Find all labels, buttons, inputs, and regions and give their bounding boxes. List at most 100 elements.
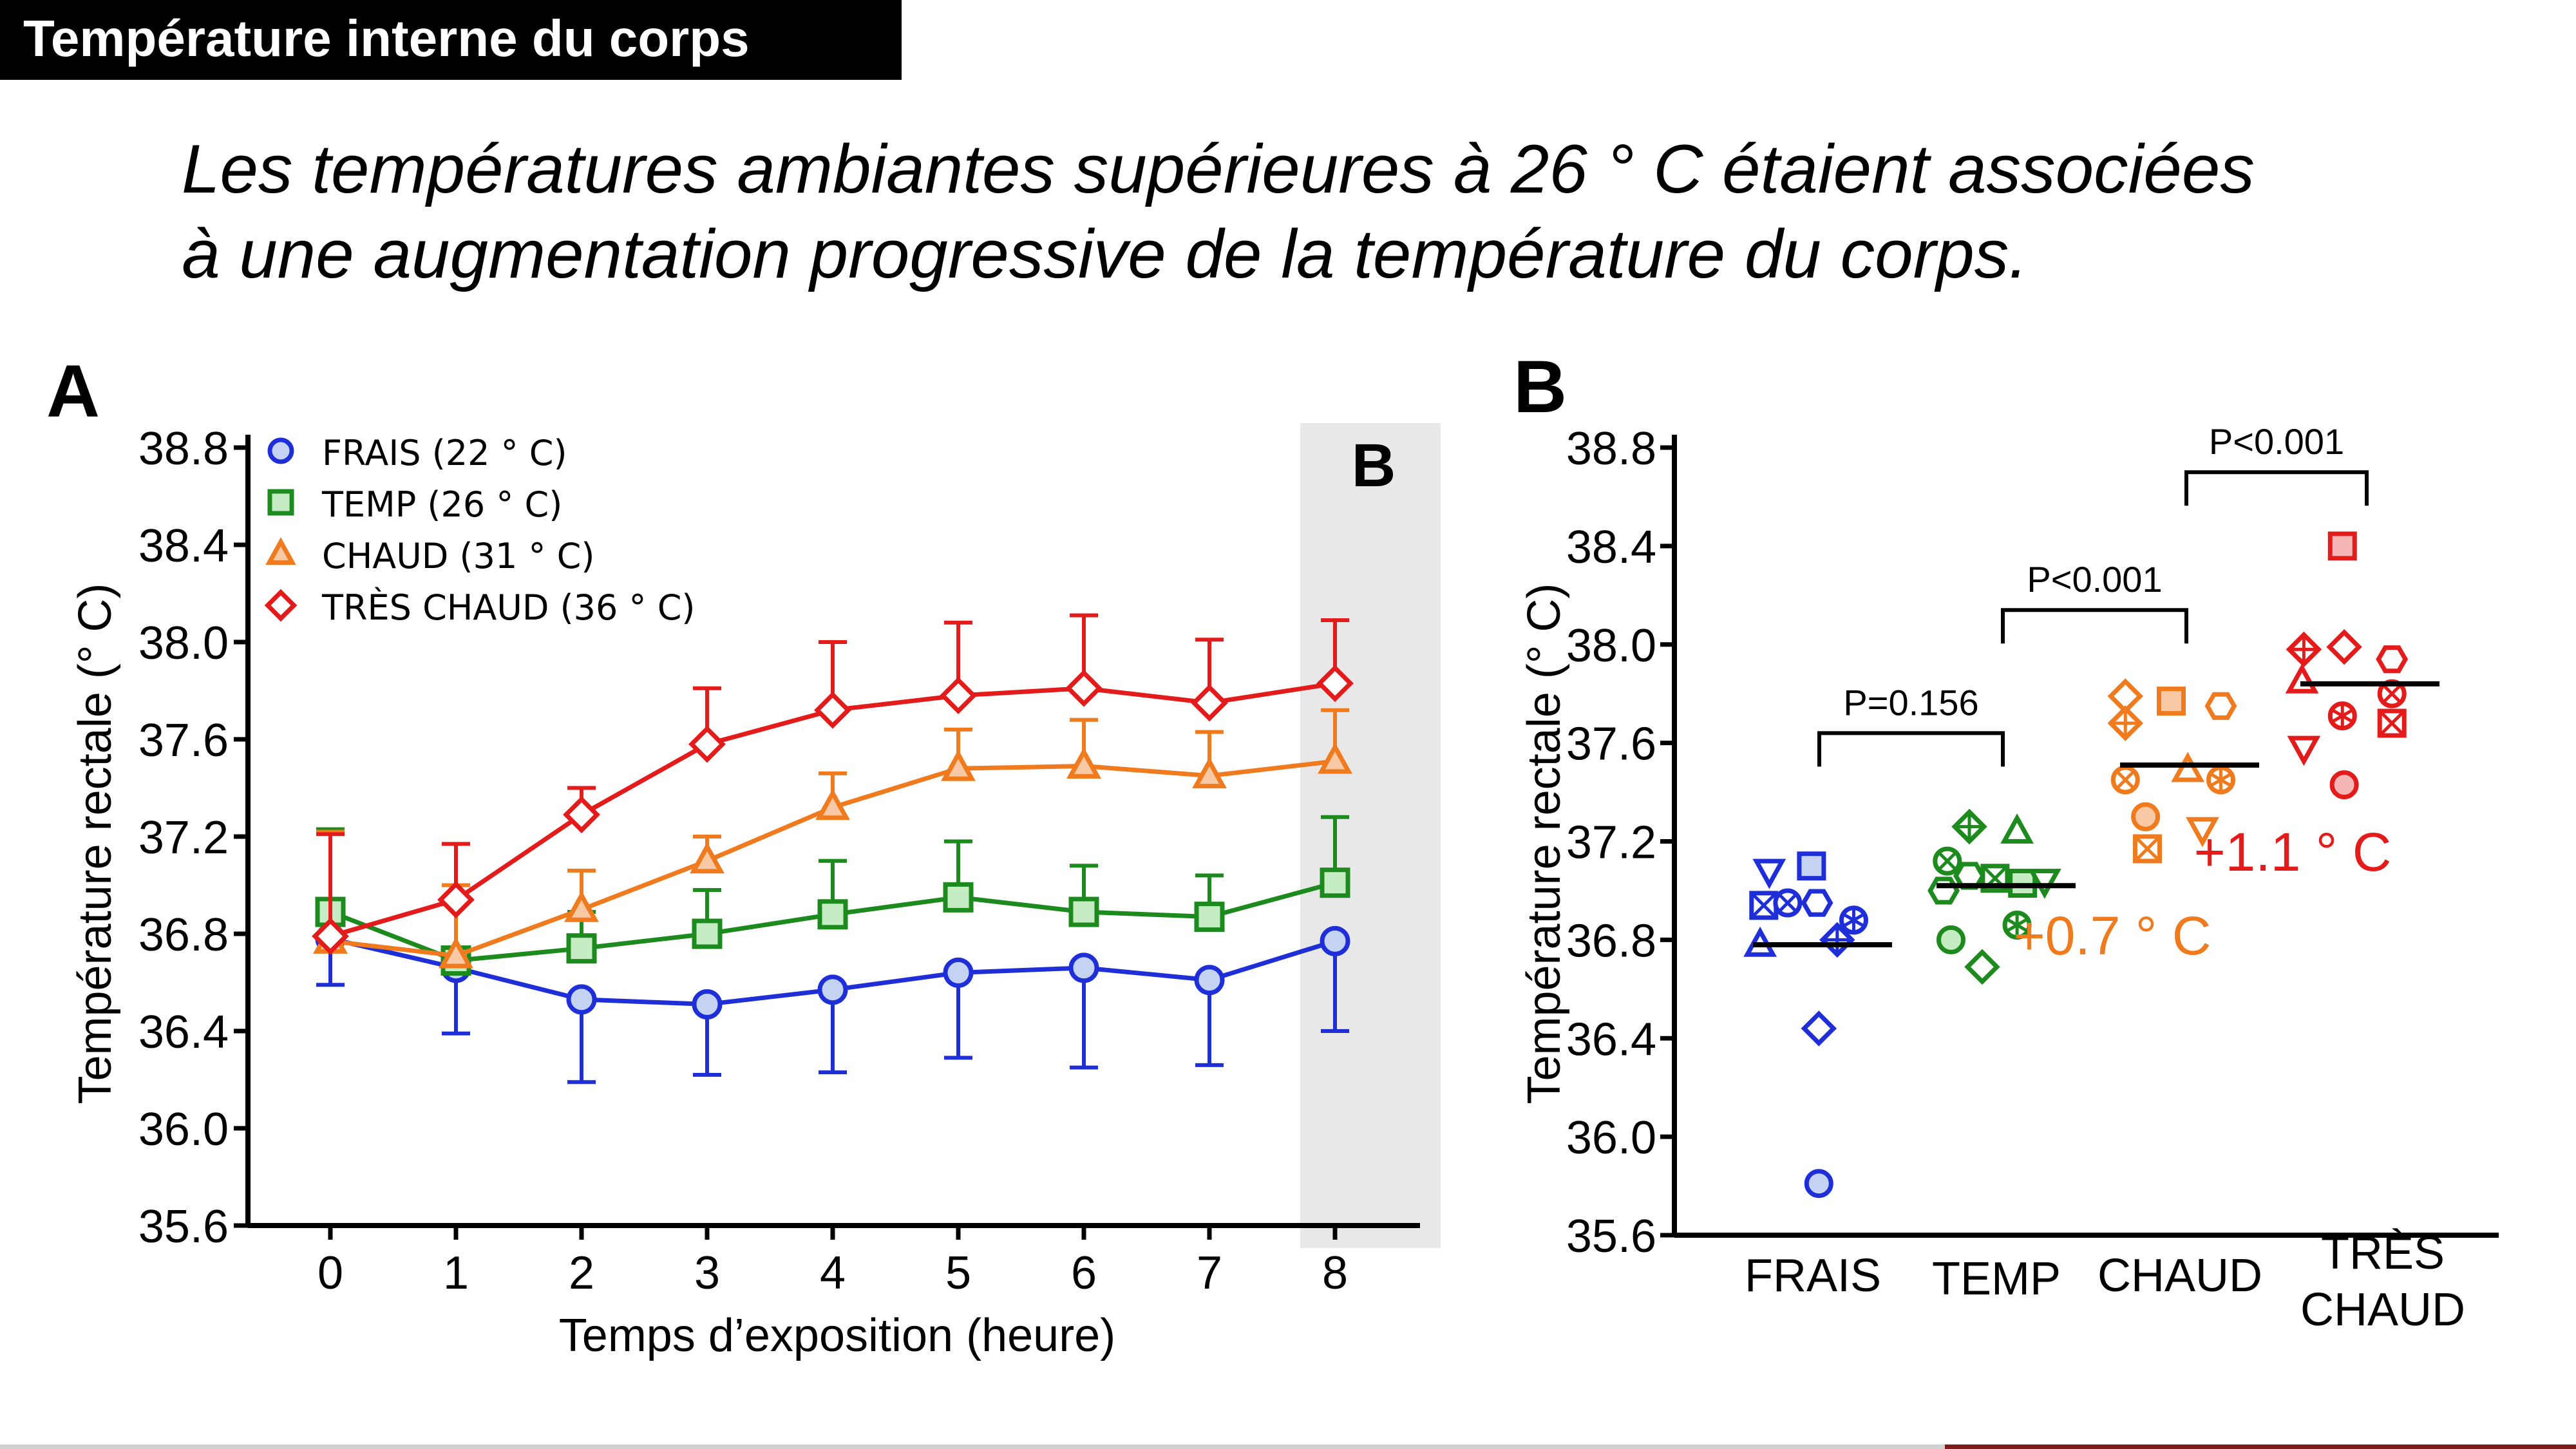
marker-stroke	[2382, 684, 2402, 704]
x-tick-label: 2	[569, 1247, 594, 1299]
subtitle-line-1: Les températures ambiantes supérieures à…	[182, 130, 2255, 207]
legend-shape	[265, 537, 296, 565]
x-category-label: CHAUD	[2098, 1250, 2262, 1302]
data-point-marker	[1191, 684, 1228, 722]
data-point-marker	[2000, 813, 2034, 844]
data-point-shape	[1801, 1010, 1837, 1046]
data-point-marker	[1068, 896, 1099, 927]
data-point-marker	[2027, 868, 2061, 899]
legend-shape	[264, 589, 298, 622]
data-point-shape	[815, 788, 850, 820]
x-tick-label: 8	[1322, 1247, 1348, 1299]
data-point-marker	[2204, 692, 2237, 720]
x-tick-label: 1	[443, 1247, 469, 1299]
y-tick-label: 35.6	[1566, 1211, 1656, 1262]
panel-a-plot: B 35.6 36.0 36.4 36.8 37.2 37.6 38.0 38.4 38.8 0 1 2…	[70, 423, 1441, 1361]
data-point-shape	[2027, 868, 2061, 899]
data-point-marker	[2285, 663, 2319, 694]
data-point-shape	[2326, 629, 2362, 665]
data-point-marker	[2376, 645, 2409, 674]
slide-subtitle: Les températures ambiantes supérieures à…	[182, 126, 2255, 296]
data-point-marker	[2327, 701, 2357, 731]
marker-stroke	[2005, 917, 2029, 933]
comparison-bracket: P=0.156	[1817, 682, 2005, 767]
bottom-rule	[0, 1444, 2576, 1449]
data-point-shape	[817, 974, 848, 1005]
data-point-shape	[943, 957, 974, 988]
data-point-marker	[1068, 952, 1099, 983]
data-point-marker	[688, 725, 726, 763]
shaded-region-label: B	[1352, 431, 1396, 500]
p-value-label: P<0.001	[2209, 421, 2344, 462]
data-point-marker	[1951, 808, 1987, 845]
data-point-marker	[566, 933, 597, 964]
data-point-marker	[2157, 687, 2186, 716]
marker-stroke	[1777, 893, 1797, 913]
data-point-shape	[1066, 747, 1101, 779]
y-tick-label: 36.8	[1566, 915, 1656, 967]
data-point-shape	[2287, 735, 2321, 766]
data-point-marker	[2002, 910, 2032, 940]
data-point-marker	[692, 918, 723, 949]
y-tick-label: 37.2	[1566, 817, 1656, 869]
x-category-label: TEMP	[1932, 1253, 2061, 1305]
data-point-shape	[1320, 925, 1350, 956]
data-point-shape	[941, 750, 976, 781]
data-point-shape	[1194, 965, 1225, 996]
y-axis-title: Température rectale (° C)	[1519, 583, 1570, 1104]
x-category-label-line: CHAUD	[2098, 1250, 2262, 1302]
marker-stroke	[2116, 770, 2136, 790]
legend: FRAIS (22 ° C) TEMP (26 ° C) CHAUD (31 ° C…	[264, 433, 695, 628]
data-point-marker	[1773, 888, 1803, 918]
data-point-shape	[566, 984, 597, 1015]
legend-marker	[264, 589, 298, 622]
x-category-label-line: FRAIS	[1745, 1250, 1881, 1302]
data-point-shape	[1068, 896, 1099, 927]
data-point-marker	[2206, 765, 2235, 795]
x-tick-label: 6	[1071, 1247, 1097, 1299]
data-point-shape	[2000, 813, 2034, 844]
data-point-marker	[2327, 531, 2357, 561]
data-point-shape	[940, 677, 977, 714]
bracket-line	[1817, 731, 2005, 767]
p-value-label: P=0.156	[1843, 682, 1978, 723]
data-point-shape	[437, 881, 475, 919]
data-point-marker	[1937, 925, 1965, 954]
data-point-shape	[2204, 692, 2237, 720]
data-point-shape	[1191, 684, 1228, 722]
delta-annotation: +1.1 ° C	[2194, 822, 2392, 882]
y-tick-label: 38.0	[1566, 620, 1656, 672]
x-tick-label: 5	[945, 1247, 971, 1299]
data-point-marker	[692, 989, 723, 1019]
data-point-shape	[943, 882, 974, 913]
data-point-shape	[1804, 1169, 1833, 1198]
data-point-shape	[1318, 742, 1352, 774]
data-point-shape	[439, 936, 473, 969]
y-tick-label: 38.0	[138, 618, 229, 669]
comparison-bracket: P<0.001	[2001, 559, 2188, 644]
data-point-marker	[2107, 705, 2143, 741]
bracket-line	[2184, 470, 2369, 506]
series-temp	[315, 815, 1350, 976]
data-point-marker	[1320, 925, 1350, 956]
data-point-marker	[1927, 876, 1960, 905]
data-point-marker	[1318, 742, 1352, 774]
data-point-marker	[2326, 629, 2362, 665]
data-point-shape	[2329, 770, 2359, 800]
subtitle-line-2: à une augmentation progressive de la tem…	[182, 215, 2028, 292]
legend-shape	[267, 437, 294, 464]
y-tick-label: 35.6	[138, 1201, 229, 1253]
data-point-marker	[564, 891, 599, 922]
x-axis-title: Temps d’exposition (heure)	[559, 1310, 1115, 1361]
legend-entry-label: CHAUD (31 ° C)	[322, 536, 594, 576]
y-tick-label: 37.6	[1566, 719, 1656, 770]
legend-marker	[265, 537, 296, 565]
data-point-marker	[312, 917, 349, 955]
y-axis-title: Température rectale (° C)	[70, 583, 121, 1104]
data-point-marker	[2377, 679, 2407, 708]
bottom-accent	[1945, 1444, 2576, 1449]
y-tick-label: 36.8	[138, 909, 229, 961]
data-point-marker	[566, 984, 597, 1015]
legend-entry-label: TRÈS CHAUD (36 ° C)	[321, 587, 695, 628]
